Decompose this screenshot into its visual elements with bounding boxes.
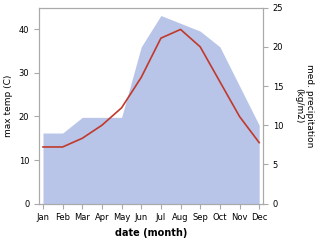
X-axis label: date (month): date (month) — [115, 228, 187, 238]
Y-axis label: max temp (C): max temp (C) — [4, 75, 13, 137]
Y-axis label: med. precipitation
(kg/m2): med. precipitation (kg/m2) — [294, 64, 314, 147]
